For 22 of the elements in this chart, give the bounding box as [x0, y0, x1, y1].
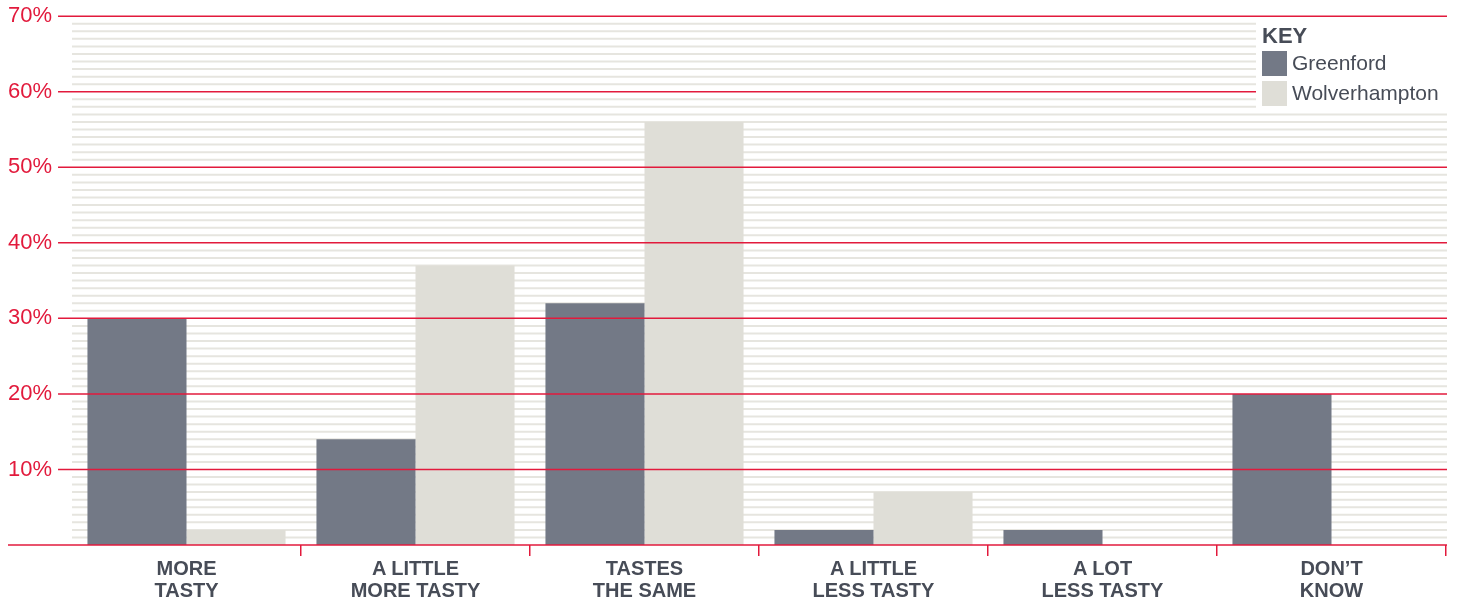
bar: [1232, 393, 1332, 545]
y-tick-label: 20%: [8, 379, 53, 405]
x-tick-label: MORE TASTY: [154, 557, 220, 601]
y-tick-label: 60%: [8, 77, 53, 103]
y-tick-label: 40%: [8, 228, 53, 254]
bar: [87, 318, 187, 545]
legend-title: KEY: [1262, 23, 1309, 49]
bar: [774, 529, 874, 545]
y-tick-label: 50%: [8, 153, 53, 179]
y-tick-label: 30%: [8, 304, 53, 330]
x-tick-label: DON’T KNOW: [1299, 557, 1364, 601]
legend-label: Greenford: [1292, 50, 1387, 77]
bar: [545, 303, 645, 545]
x-tick-label: A LITTLE LESS TASTY: [812, 557, 936, 601]
y-tick-label: 70%: [8, 2, 53, 28]
y-tick-label: 10%: [8, 455, 53, 481]
x-tick-label: A LITTLE MORE TASTY: [350, 557, 481, 601]
bar: [316, 439, 416, 545]
legend-label: Wolverhampton: [1292, 80, 1439, 107]
x-tick-label: TASTES THE SAME: [592, 557, 697, 601]
bar: [1003, 529, 1103, 545]
x-tick-label: A LOT LESS TASTY: [1041, 557, 1165, 601]
